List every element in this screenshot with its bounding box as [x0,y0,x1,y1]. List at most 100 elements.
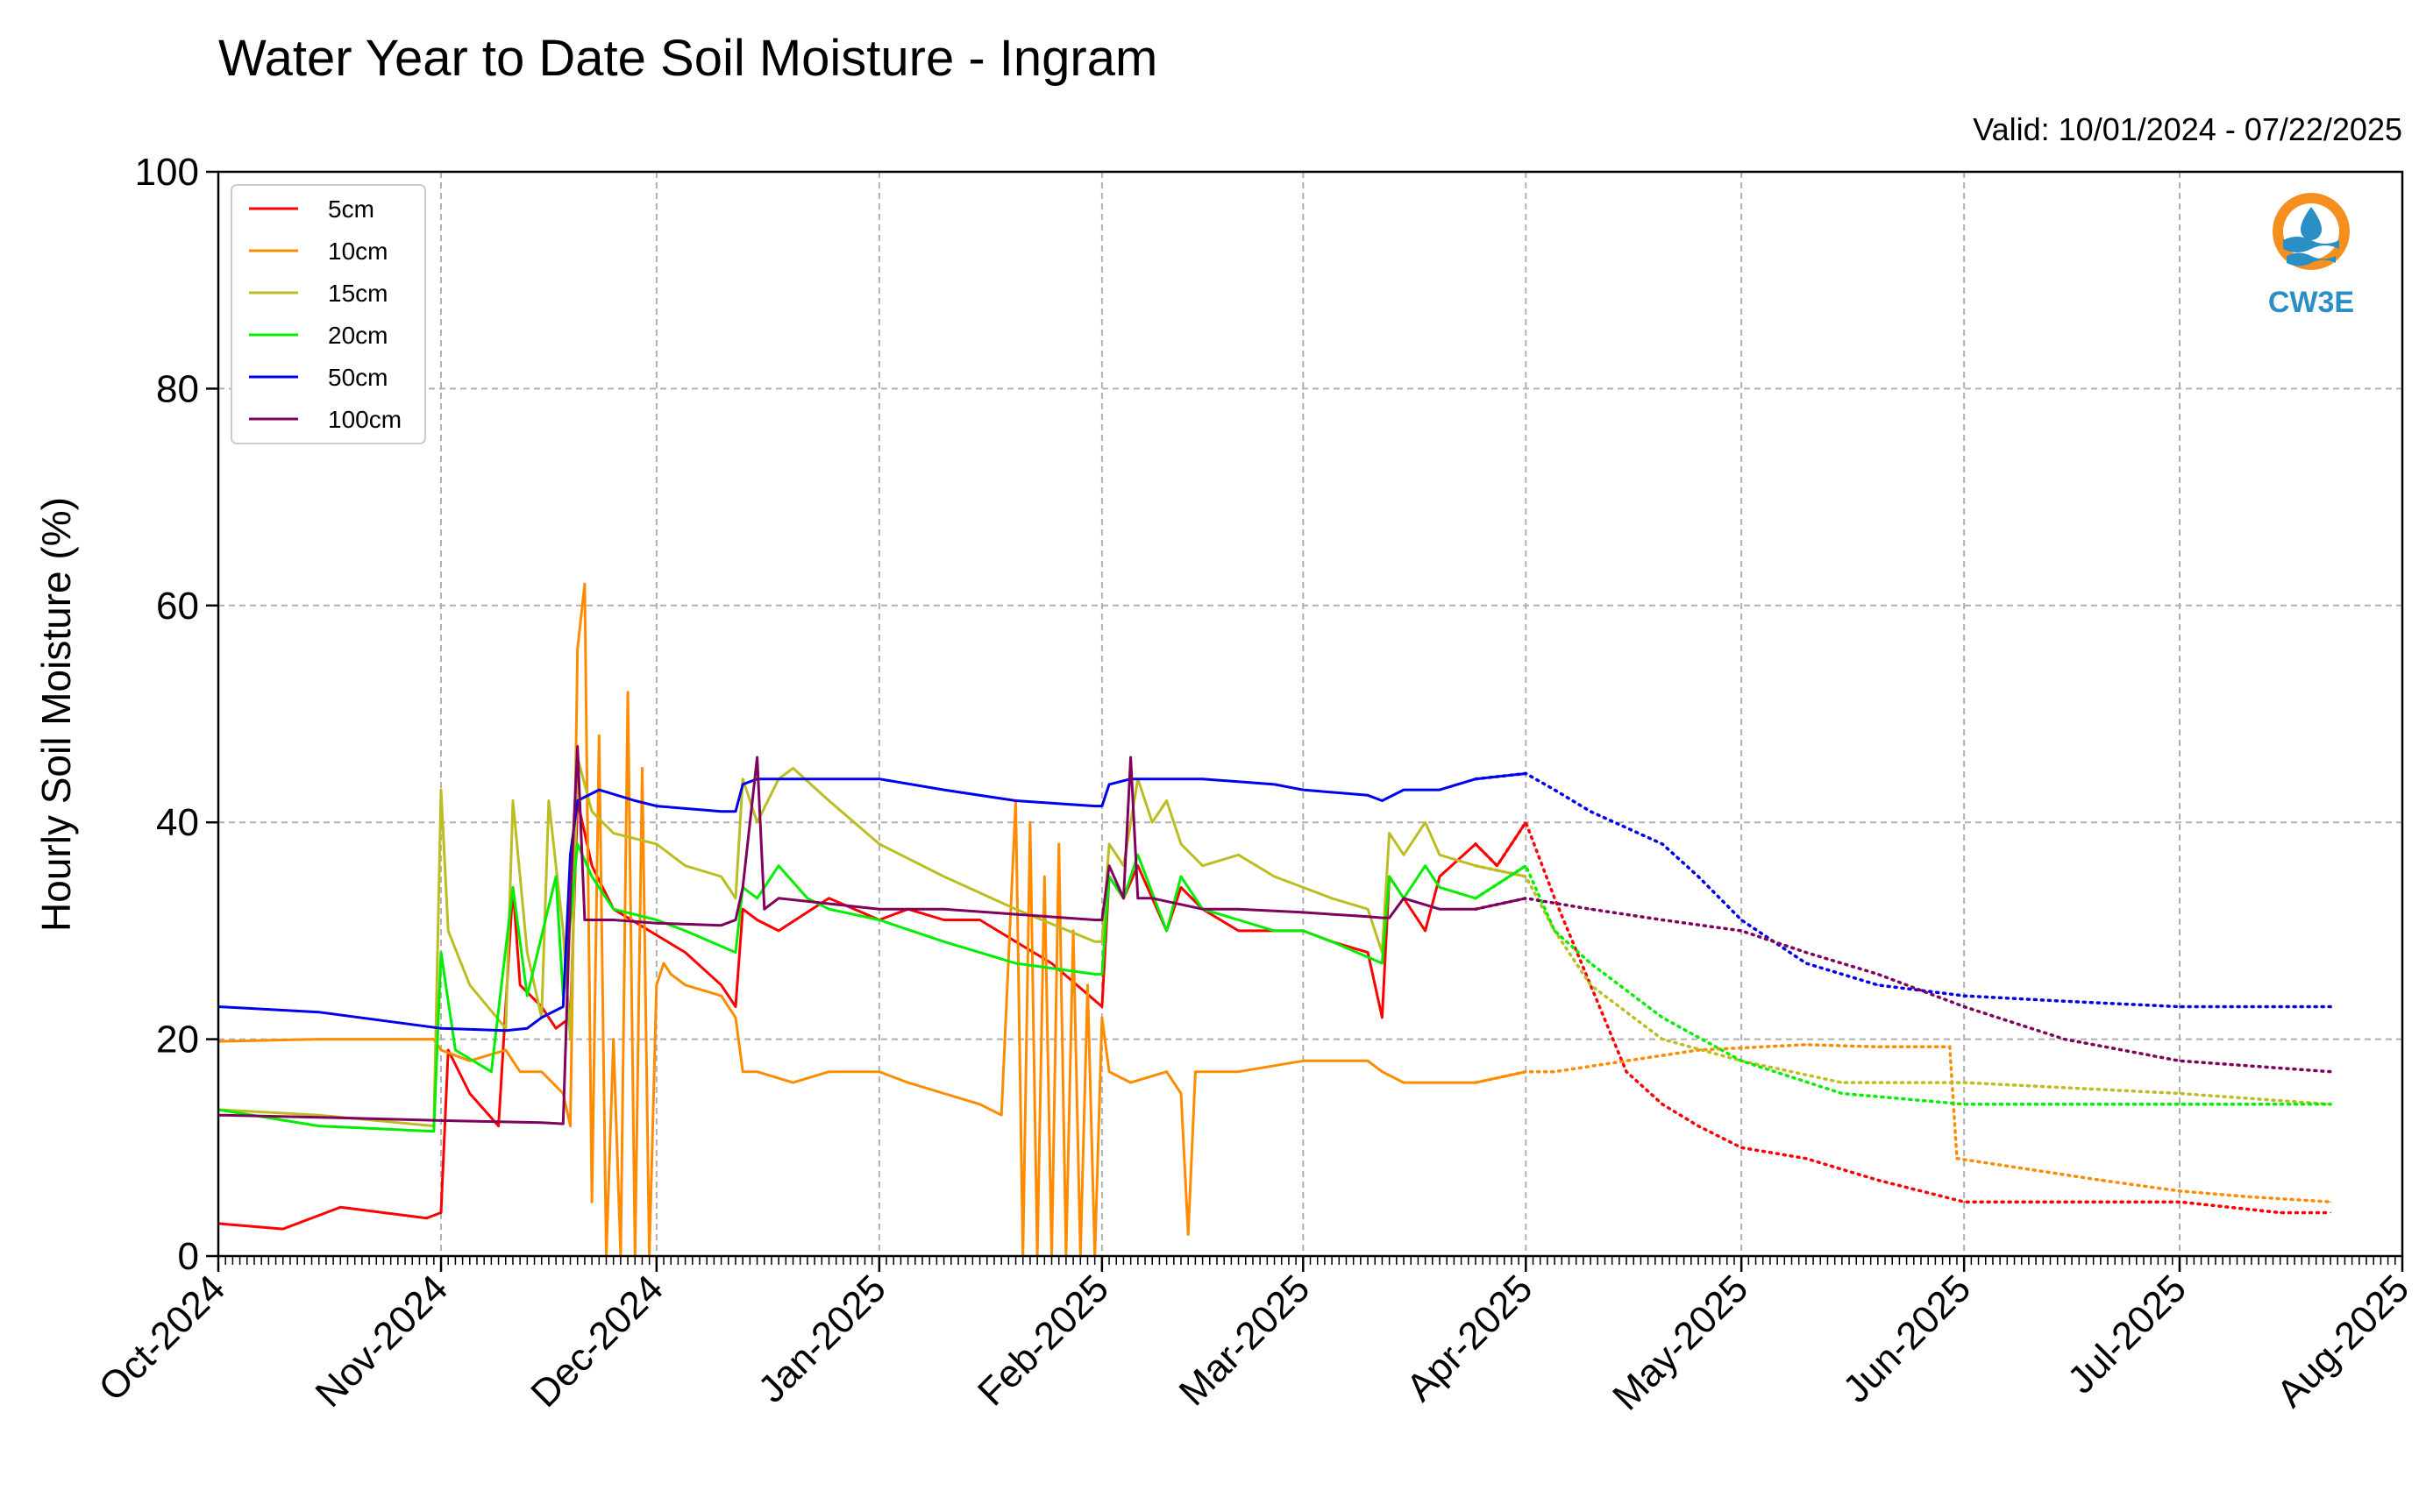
data-point [598,735,601,736]
data-point [828,799,830,802]
data-point [1661,1017,1663,1019]
data-point [1841,1092,1843,1095]
data-point [1273,784,1276,785]
series-line [217,842,1527,1133]
data-point [1273,876,1276,877]
data-point [684,984,687,986]
data-point [1590,811,1591,813]
x-tick-label: Jun-2025 [1835,1267,1979,1410]
data-point [1014,908,1017,910]
data-point [2243,1196,2245,1197]
data-point [1439,789,1441,791]
x-axis: Oct-2024 Nov-2024 Dec-2024 Jan-2025 Feb-2025… [90,1256,2417,1418]
grid-lines [217,171,2403,1257]
data-point [1237,930,1240,932]
data-point [317,1116,320,1118]
series-line-dotted [1474,1043,2332,1203]
data-point [756,821,758,823]
data-point [1014,962,1017,964]
series-line-dotted [1474,863,2332,1106]
data-point [2330,1104,2331,1105]
data-point [1180,1092,1182,1095]
data-point [1554,898,1555,899]
data-point [1590,908,1591,910]
data-point [1877,1179,1879,1182]
data-point [1194,1070,1197,1073]
data-point [978,1104,981,1105]
data-point [1101,805,1103,807]
data-point [1108,1070,1110,1073]
data-point [1093,941,1096,943]
legend-label: 50cm [328,364,388,391]
data-point [1201,864,1204,867]
data-point [497,1125,500,1127]
data-point [569,1038,572,1040]
data-point [612,919,615,921]
data-point [1367,1060,1369,1062]
chart-subtitle: Valid: 10/01/2024 - 07/22/2025 [1973,111,2402,147]
data-point [562,1005,565,1008]
data-point [519,1070,521,1073]
data-point [591,1201,593,1203]
data-point [742,908,743,910]
y-axis: 0 20 40 60 80 100 [135,151,218,1278]
data-point [433,1038,435,1040]
series-line-dotted [1474,863,2332,1106]
data-point [1101,919,1103,921]
data-point [1093,919,1096,921]
data-point [1805,1157,1807,1160]
data-point [1697,1049,1699,1051]
data-point [1331,898,1333,899]
logo-text: CW3E [2268,286,2354,319]
data-point [1661,1038,1663,1040]
x-tick-label: Jul-2025 [2060,1267,2195,1402]
data-point [505,1049,507,1051]
data-point [1086,984,1089,986]
data-point [1525,1070,1527,1073]
data-point [1439,1082,1441,1083]
data-point [1057,843,1060,845]
data-point [1403,898,1405,899]
data-point [519,984,521,986]
data-point [756,898,758,899]
data-point [807,898,808,899]
data-point [2179,1190,2181,1192]
data-point [742,784,743,785]
data-point [670,973,672,976]
data-point [1403,789,1405,791]
y-tick-label: 0 [178,1235,199,1278]
data-point [1381,962,1384,964]
data-point [1180,886,1182,889]
series-10cm [217,582,2332,1258]
data-point [317,1125,320,1127]
data-point [2279,1211,2281,1214]
data-point [555,876,557,877]
x-tick-label: Apr-2025 [1398,1267,1541,1409]
data-point [2100,1179,2102,1182]
data-series [217,582,2332,1258]
data-point [505,1027,507,1029]
series-5cm [217,799,2332,1231]
data-point [1137,854,1139,856]
data-point [1525,898,1527,899]
data-point [584,583,586,585]
data-point [634,799,637,802]
data-point [2330,1070,2331,1073]
data-point [1237,1070,1240,1073]
data-point [1963,1005,1965,1008]
data-point [1302,930,1305,932]
data-point [1496,864,1498,867]
data-point [742,1070,743,1073]
data-point [742,777,743,780]
x-tick-label: May-2025 [1604,1267,1756,1418]
data-point [1697,1125,1699,1127]
data-point [569,1125,572,1127]
plot-frame [217,170,2404,1258]
data-point [684,930,687,932]
data-point [1805,1044,1807,1046]
data-point [978,919,981,921]
data-point [1388,832,1391,834]
data-point [1108,843,1110,845]
data-point [1475,1082,1476,1083]
series-line-dotted [1474,819,2332,1215]
